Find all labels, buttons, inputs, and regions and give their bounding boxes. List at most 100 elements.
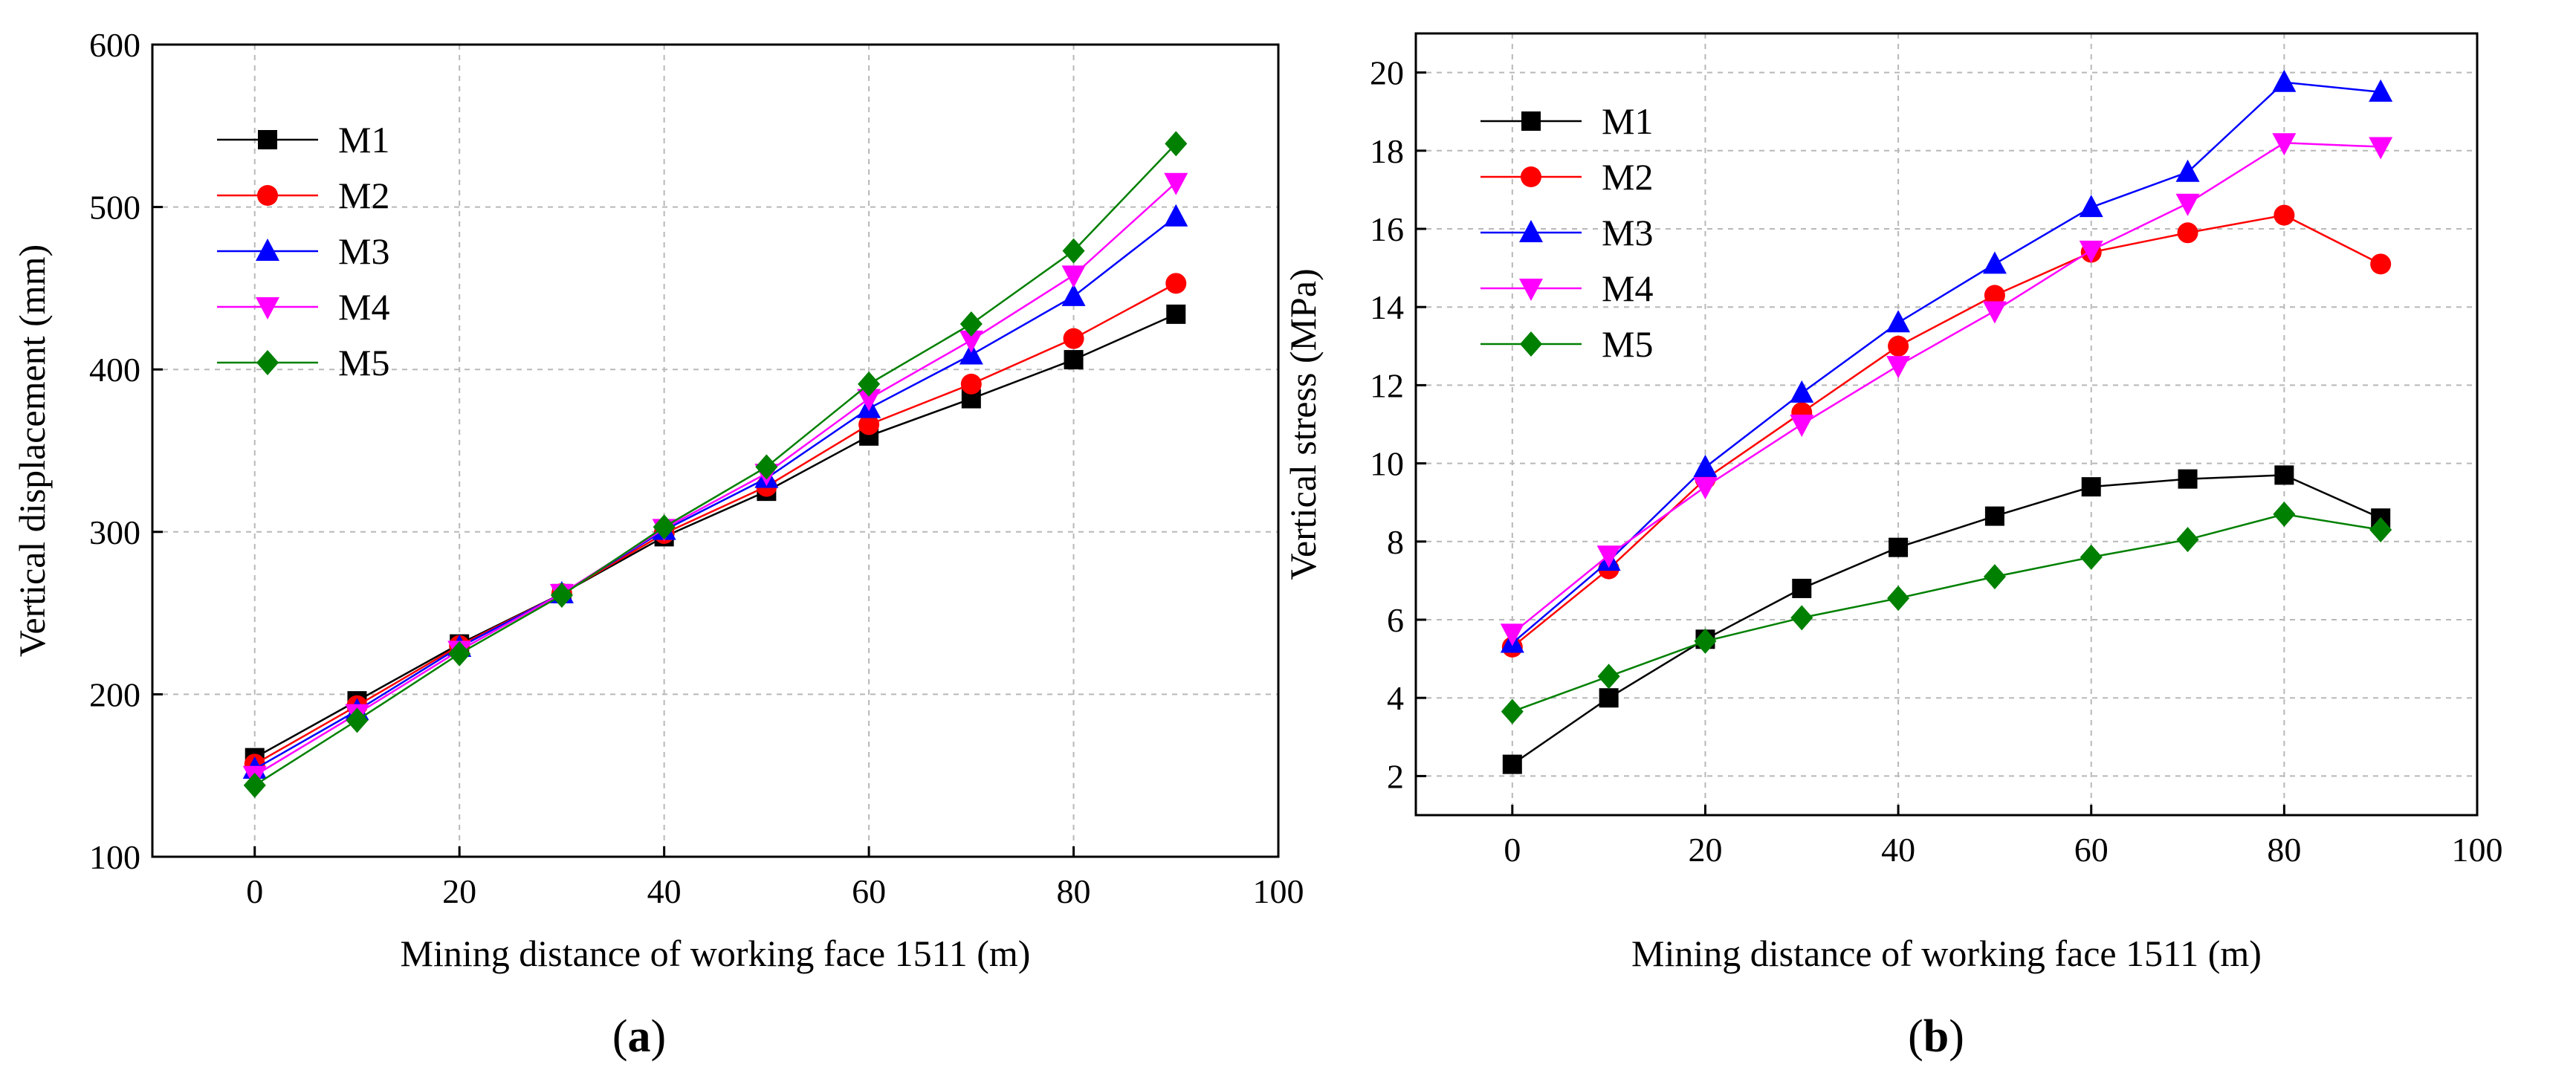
legend-item: M2 — [217, 175, 389, 216]
series-m5 — [243, 131, 1188, 798]
data-point — [1982, 251, 2007, 274]
data-point — [857, 389, 881, 412]
data-point — [1165, 273, 1187, 294]
y-tick-label: 18 — [1370, 132, 1404, 170]
x-tick-label: 80 — [1057, 872, 1091, 910]
data-point — [2272, 133, 2297, 156]
data-point — [448, 641, 471, 667]
caption-open-paren: ( — [1908, 1011, 1923, 1062]
data-point — [1061, 265, 1086, 288]
data-point — [1166, 304, 1186, 324]
data-point — [2369, 137, 2393, 160]
data-point — [2272, 69, 2297, 92]
x-tick-label: 40 — [647, 872, 682, 910]
legend-item: M3 — [217, 230, 389, 272]
series-line — [1512, 81, 2381, 644]
data-point — [2176, 527, 2199, 553]
data-point — [858, 414, 880, 435]
series-line — [254, 143, 1177, 786]
x-tick-label: 80 — [2267, 831, 2301, 869]
data-point — [2080, 544, 2103, 570]
data-point — [2175, 159, 2200, 182]
data-point — [1886, 356, 1911, 379]
data-point — [1165, 131, 1188, 157]
data-point — [2369, 79, 2393, 102]
y-tick-label: 6 — [1387, 601, 1404, 639]
legend-marker — [1519, 220, 1543, 242]
legend-label: M3 — [338, 230, 389, 272]
y-tick-label: 100 — [89, 838, 140, 876]
data-point — [2178, 469, 2198, 489]
data-point — [959, 342, 983, 365]
legend: M1 M2 M3 M4 M5 — [217, 119, 389, 383]
data-point — [2370, 253, 2392, 275]
data-point — [1790, 415, 1814, 437]
legend-label: M1 — [1602, 100, 1653, 142]
y-tick-label: 20 — [1370, 54, 1404, 92]
data-point — [2175, 193, 2200, 216]
series-line — [1512, 474, 2381, 765]
data-point — [2274, 465, 2294, 485]
data-point — [653, 514, 676, 540]
y-tick-label: 8 — [1387, 523, 1404, 561]
legend-marker — [256, 297, 279, 320]
series-m5 — [1501, 501, 2392, 724]
plot-frame — [151, 43, 1280, 858]
data-point — [1984, 285, 2005, 306]
legend-label: M5 — [1602, 323, 1653, 365]
x-axis-label: Mining distance of working face 1511 (m) — [1631, 933, 2262, 974]
series-line — [254, 282, 1177, 765]
y-axis-label: Vertical displacement (mm) — [11, 244, 53, 657]
legend-item: M5 — [217, 342, 389, 383]
y-tick-label: 200 — [89, 675, 140, 713]
data-point — [1061, 283, 1086, 306]
data-point — [1693, 477, 1718, 500]
legend-item: M1 — [217, 119, 389, 160]
data-point — [243, 772, 266, 798]
legend-item: M4 — [1480, 268, 1653, 309]
legend-label: M4 — [338, 286, 389, 328]
data-point — [1790, 605, 1813, 631]
y-tick-label: 500 — [89, 189, 140, 227]
legend-label: M5 — [338, 342, 389, 383]
data-point — [1063, 328, 1084, 349]
y-tick-label: 10 — [1370, 445, 1404, 483]
x-tick-label: 20 — [442, 872, 476, 910]
x-tick-label: 40 — [1881, 831, 1915, 869]
data-point — [2079, 195, 2103, 218]
x-tick-label: 0 — [1504, 831, 1521, 869]
data-point — [959, 330, 983, 353]
data-point — [755, 454, 778, 480]
x-axis-label: Mining distance of working face 1511 (m) — [401, 933, 1031, 974]
data-point — [2274, 204, 2295, 226]
data-point — [2081, 477, 2101, 497]
series-line — [1512, 142, 2381, 635]
data-point — [1888, 335, 1909, 357]
x-tick-label: 100 — [1253, 872, 1304, 910]
y-tick-label: 300 — [89, 513, 140, 551]
series-m4 — [1500, 133, 2393, 646]
series-line — [254, 313, 1177, 759]
legend-marker — [1521, 111, 1541, 131]
x-tick-label: 60 — [852, 872, 886, 910]
y-tick-label: 12 — [1370, 366, 1404, 404]
y-tick-label: 16 — [1370, 210, 1404, 248]
series-line — [254, 215, 1177, 771]
data-point — [1064, 350, 1084, 370]
data-point — [2079, 240, 2103, 263]
data-point — [1983, 564, 2006, 590]
legend-marker — [256, 239, 279, 261]
data-point — [1887, 586, 1910, 612]
data-point — [1597, 664, 1620, 690]
data-point — [959, 311, 983, 337]
y-tick-label: 4 — [1387, 679, 1404, 717]
panel-caption: (a) — [612, 1011, 666, 1062]
legend-item: M4 — [217, 286, 389, 328]
legend-marker — [1521, 166, 1541, 187]
data-point — [1886, 310, 1911, 333]
data-point — [1164, 204, 1188, 227]
data-point — [858, 371, 881, 397]
legend-item: M1 — [1480, 100, 1653, 142]
